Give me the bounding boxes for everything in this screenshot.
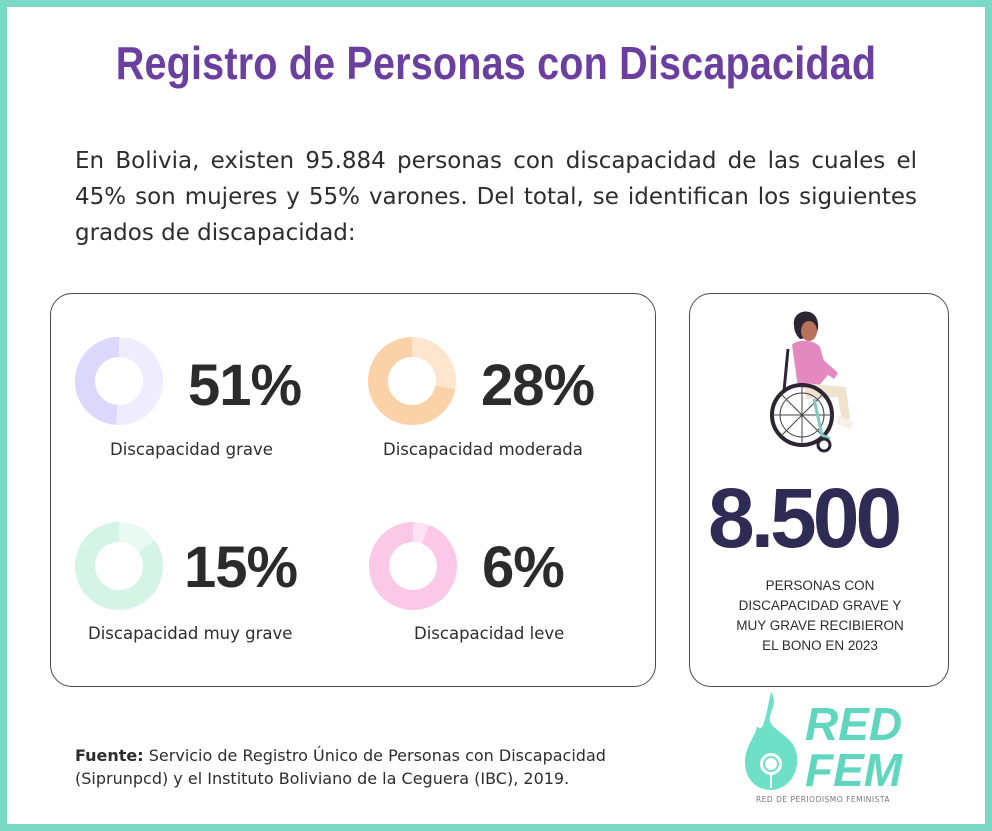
label-moderada: Discapacidad moderada	[383, 440, 583, 459]
pct-leve: 6%	[482, 535, 565, 600]
logo-text-red: RED	[805, 698, 903, 750]
label-leve: Discapacidad leve	[414, 624, 565, 643]
donut-chart-grave	[75, 337, 163, 425]
donut-chart-leve	[369, 522, 457, 610]
donut-chart-muy-grave	[75, 522, 163, 610]
wheelchair-illustration	[770, 311, 854, 453]
intro-paragraph: En Bolivia, existen 95.884 personas con …	[75, 148, 917, 246]
donut-chart-moderada	[368, 337, 456, 425]
source-label: Fuente:	[75, 746, 144, 765]
highlight-caption-line: MUY GRAVE RECIBIERON	[736, 618, 904, 633]
label-muy-grave: Discapacidad muy grave	[88, 624, 293, 643]
logo-tagline: RED DE PERIODISMO FEMINISTA	[755, 795, 891, 804]
highlight-caption-line: EL BONO EN 2023	[762, 638, 878, 653]
flame-logo-icon	[745, 692, 798, 790]
source-note: Fuente: Servicio de Registro Único de Pe…	[75, 744, 695, 790]
donut-slice	[75, 337, 163, 425]
highlight-number: 8.500	[708, 471, 902, 565]
donut-slice	[368, 337, 456, 425]
page-title: Registro de Personas con Discapacidad	[115, 37, 877, 89]
highlight-caption-line: DISCAPACIDAD GRAVE Y	[738, 598, 902, 613]
logo-text-fem: FEM	[805, 744, 903, 796]
source-text-line2: (Siprunpcd) y el Instituto Boliviano de …	[75, 769, 570, 788]
label-grave: Discapacidad grave	[110, 440, 273, 459]
source-text-line1: Servicio de Registro Único de Personas c…	[148, 746, 606, 765]
donut-slice	[369, 522, 457, 610]
donut-slice	[75, 522, 163, 610]
pct-muy-grave: 15%	[184, 535, 298, 600]
pct-grave: 51%	[188, 353, 302, 418]
highlight-caption: PERSONAS CON DISCAPACIDAD GRAVE Y MUY GR…	[700, 576, 940, 656]
pct-moderada: 28%	[481, 353, 595, 418]
highlight-caption-line: PERSONAS CON	[765, 578, 875, 593]
